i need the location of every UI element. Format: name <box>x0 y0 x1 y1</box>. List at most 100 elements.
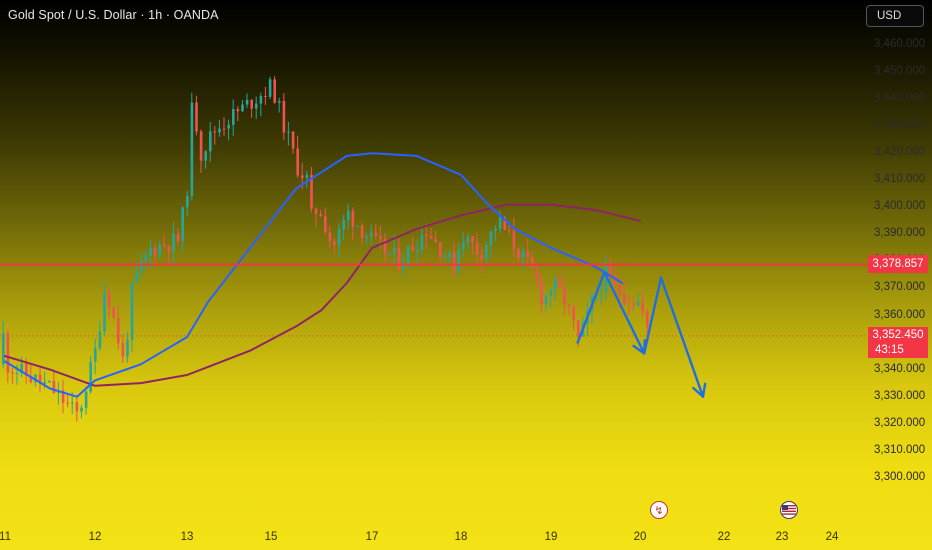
candle-body <box>420 234 424 250</box>
candle-body <box>494 228 497 232</box>
candle-body <box>190 102 194 196</box>
projection-arrowhead <box>692 382 707 398</box>
candle-body <box>600 292 603 294</box>
candle-body <box>84 391 88 408</box>
candle-body <box>130 282 134 341</box>
candle-body <box>172 233 175 252</box>
moving-average-blue <box>4 152 624 398</box>
time-tick-label: 18 <box>454 531 468 543</box>
candle-body <box>305 174 309 178</box>
candle-body <box>314 208 318 215</box>
candle-body <box>471 236 474 243</box>
candle-body <box>324 216 327 233</box>
lightning-icon[interactable]: ↯ <box>650 501 668 519</box>
candle-body <box>618 284 621 295</box>
candle-body <box>554 278 557 290</box>
candle-body <box>370 232 373 237</box>
candle-body <box>379 236 382 239</box>
candle-body <box>176 233 180 242</box>
candle-body <box>218 128 221 133</box>
candle-body <box>333 241 336 246</box>
candle-body <box>429 236 433 239</box>
candle-body <box>121 343 125 357</box>
candle-body <box>549 289 552 296</box>
candle-body <box>416 249 419 252</box>
candle-body <box>567 304 571 307</box>
last-price-tag: 3,352.450 <box>868 326 928 344</box>
us-flag-icon[interactable] <box>780 501 798 519</box>
candle-body <box>301 175 304 178</box>
candle-body <box>365 236 368 238</box>
candle-body <box>457 249 460 272</box>
candle-body <box>393 248 396 253</box>
candle-body <box>627 303 631 305</box>
candle-body <box>572 306 575 321</box>
candle-body <box>241 104 244 112</box>
candle-body <box>319 214 322 217</box>
projection-arrowhead <box>632 339 646 355</box>
moving-average-purple <box>4 203 641 387</box>
candle-body <box>351 210 355 227</box>
candle-body <box>448 253 451 258</box>
candle-body <box>66 402 69 404</box>
candle-body <box>402 263 405 270</box>
time-tick-label: 24 <box>825 531 839 543</box>
candle-body <box>227 124 230 129</box>
candle-body <box>222 128 226 130</box>
candle-body <box>204 151 207 161</box>
candle-body <box>15 373 19 375</box>
candle-body <box>623 294 626 304</box>
level-price-tag: 3,378.857 <box>868 255 928 274</box>
candle-body <box>613 277 617 285</box>
currency-button[interactable]: USD <box>866 5 924 27</box>
candle-body <box>213 131 217 133</box>
candle-body <box>632 303 635 306</box>
candle-body <box>117 317 120 344</box>
price-tick-label: 3,440.000 <box>874 92 926 105</box>
candle-body <box>531 256 534 269</box>
candle-body <box>245 99 249 105</box>
candle-body <box>209 131 212 152</box>
candle-body <box>71 402 74 404</box>
candle-body <box>337 229 341 246</box>
candle-body <box>310 174 313 209</box>
candle-body <box>6 333 10 373</box>
candle-body <box>452 253 456 272</box>
price-tick-label: 3,430.000 <box>874 119 926 132</box>
candle-body <box>434 238 437 243</box>
candle-body <box>342 220 345 230</box>
price-tick-label: 3,330.000 <box>874 389 926 402</box>
candle-body <box>158 244 161 255</box>
candle-body <box>135 271 138 283</box>
candle-body <box>540 280 543 305</box>
candle-body <box>291 131 295 149</box>
projection-arrow-path <box>576 271 705 398</box>
candle-body <box>34 374 37 383</box>
candle-body <box>544 295 548 305</box>
candle-body <box>356 225 359 227</box>
candle-body <box>98 331 102 349</box>
candle-body <box>439 242 442 258</box>
candle-body <box>2 333 5 365</box>
candle-body <box>360 225 364 238</box>
candle-body <box>181 207 184 242</box>
candle-body <box>48 381 51 383</box>
candle-body <box>89 361 92 392</box>
candle-body <box>508 229 511 231</box>
candle-body <box>140 260 143 272</box>
price-tick-label: 3,370.000 <box>874 281 926 294</box>
candle-body <box>103 292 106 332</box>
symbol-title[interactable]: Gold Spot / U.S. Dollar · 1h · OANDA <box>8 8 219 22</box>
candle-body <box>236 109 240 112</box>
candle-body <box>94 348 97 362</box>
candle-body <box>328 232 332 242</box>
candle-body <box>411 246 414 252</box>
candle-body <box>250 99 253 109</box>
candle-body <box>485 244 488 260</box>
time-tick-label: 13 <box>180 531 194 543</box>
candle-body <box>512 230 516 249</box>
candle-body <box>107 292 111 308</box>
candle-body <box>498 217 502 229</box>
